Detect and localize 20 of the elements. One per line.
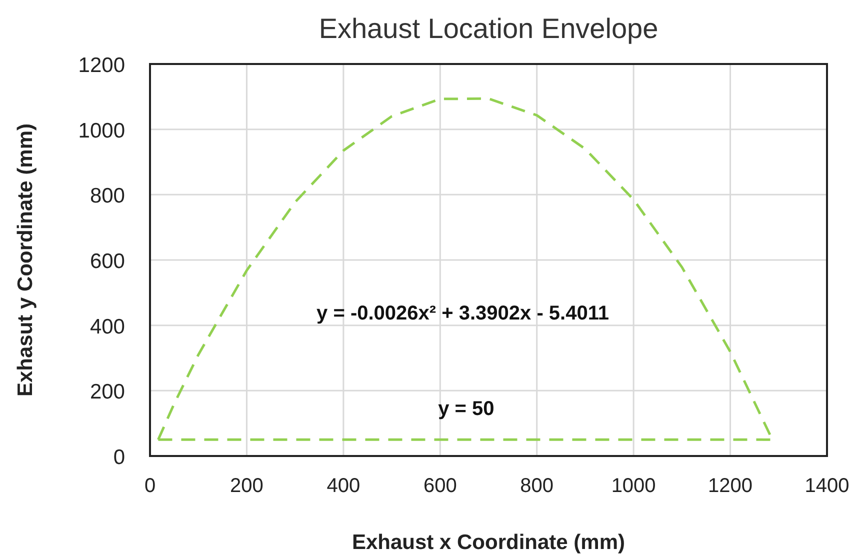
y-tick-label: 400 <box>90 315 125 338</box>
annotation: y = -0.0026x² + 3.3902x - 5.4011 <box>316 302 610 325</box>
y-tick-label: 600 <box>90 250 125 273</box>
x-tick-label: 800 <box>520 475 554 497</box>
x-axis-title: Exhaust x Coordinate (mm) <box>352 531 626 554</box>
y-tick-label: 1000 <box>78 119 125 142</box>
x-tick-label: 0 <box>144 475 156 497</box>
y-tick-label: 1200 <box>78 54 125 77</box>
y-tick-label: 800 <box>90 184 125 208</box>
chart-title: Exhaust Location Envelope <box>318 13 658 44</box>
x-tick-label: 1000 <box>611 475 656 497</box>
y-axis-title: Exhasut y Coordinate (mm) <box>14 123 37 397</box>
y-tick-label: 200 <box>90 380 125 404</box>
x-tick-label: 1200 <box>708 475 753 497</box>
annotation: y = 50 <box>438 398 494 420</box>
x-tick-label: 1400 <box>804 475 850 497</box>
x-tick-label: 400 <box>326 475 360 497</box>
x-tick-label: 600 <box>423 475 457 497</box>
y-tick-label: 0 <box>113 446 125 469</box>
x-tick-label: 200 <box>230 475 264 497</box>
